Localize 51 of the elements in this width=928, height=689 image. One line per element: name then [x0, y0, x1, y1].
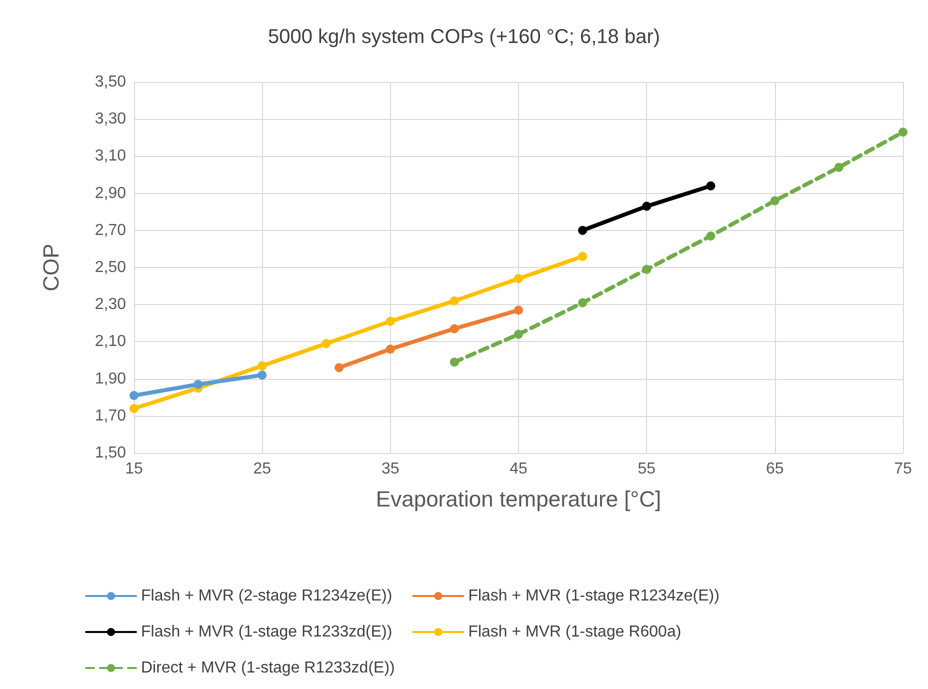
x-tick-label: 25	[253, 460, 272, 478]
chart-title: 5000 kg/h system COPs (+160 °C; 6,18 bar)	[268, 26, 660, 48]
legend-label: Flash + MVR (2-stage R1234ze(E))	[141, 588, 392, 604]
point	[514, 306, 523, 315]
point	[322, 339, 331, 348]
point	[834, 162, 844, 172]
point	[130, 390, 138, 400]
x-tick-label: 75	[894, 460, 912, 478]
point	[578, 252, 588, 261]
y-tick-label: 3,10	[94, 148, 126, 165]
point	[258, 370, 267, 380]
x-tick-label: 45	[510, 460, 528, 478]
y-tick-label: 2,50	[94, 259, 126, 276]
point	[386, 316, 395, 326]
point	[898, 128, 908, 137]
y-tick-label: 3,30	[94, 110, 126, 128]
x-tick-label: 55	[638, 460, 656, 478]
y-tick-label: 1,50	[94, 444, 126, 462]
x-tick-label: 35	[381, 460, 400, 478]
point	[514, 330, 523, 339]
point	[706, 231, 716, 240]
point	[514, 274, 523, 284]
x-axis-title: Evaporation temperature [°C]	[376, 486, 662, 512]
point	[642, 264, 652, 274]
y-tick-label: 2,70	[94, 222, 126, 239]
y-tick-label: 3,50	[94, 74, 126, 90]
y-tick-label: 2,90	[94, 184, 126, 202]
legend-label: Flash + MVR (1-stage R1233zd(E))	[141, 624, 392, 640]
point	[450, 296, 459, 306]
point	[386, 344, 395, 354]
legend-label: Direct + MVR (1-stage R1233zd(E))	[141, 660, 395, 676]
point	[578, 226, 588, 235]
y-tick-label: 2,10	[94, 333, 126, 350]
legend-label: Flash + MVR (1-stage R1234ze(E))	[468, 588, 720, 604]
y-tick-label: 1,70	[94, 407, 126, 424]
point	[770, 196, 780, 206]
point	[130, 404, 138, 413]
point	[450, 324, 459, 334]
x-tick-label: 15	[125, 460, 143, 478]
point	[642, 202, 652, 211]
point	[578, 298, 588, 308]
legend-label: Flash + MVR (1-stage R600a)	[468, 624, 682, 640]
point	[258, 361, 267, 370]
point	[334, 363, 344, 372]
y-tick-label: 2,30	[94, 296, 126, 314]
y-tick-label: 1,90	[94, 370, 126, 388]
point	[194, 380, 203, 389]
point	[450, 358, 459, 367]
x-tick-label: 65	[766, 460, 784, 478]
point	[706, 181, 716, 190]
y-axis-title: COP	[38, 244, 64, 292]
